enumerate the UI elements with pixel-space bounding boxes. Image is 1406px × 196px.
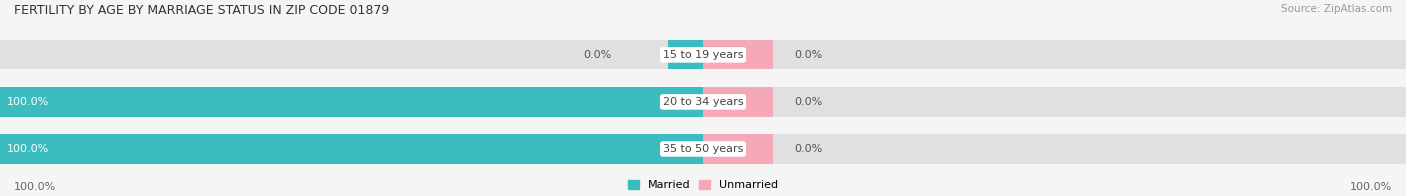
Legend: Married, Unmarried: Married, Unmarried (627, 180, 779, 191)
Bar (703, 40, 773, 69)
Text: 15 to 19 years: 15 to 19 years (662, 50, 744, 60)
Text: 100.0%: 100.0% (14, 182, 56, 192)
Text: 100.0%: 100.0% (7, 97, 49, 107)
Bar (703, 87, 773, 116)
Text: 0.0%: 0.0% (794, 50, 823, 60)
Bar (0, 134, 1406, 163)
Text: 100.0%: 100.0% (1350, 182, 1392, 192)
Text: FERTILITY BY AGE BY MARRIAGE STATUS IN ZIP CODE 01879: FERTILITY BY AGE BY MARRIAGE STATUS IN Z… (14, 4, 389, 17)
Text: 0.0%: 0.0% (583, 50, 612, 60)
Text: Source: ZipAtlas.com: Source: ZipAtlas.com (1281, 4, 1392, 14)
Bar (0, 40, 1406, 69)
Text: 0.0%: 0.0% (794, 144, 823, 154)
Text: 20 to 34 years: 20 to 34 years (662, 97, 744, 107)
Bar (0, 134, 703, 163)
Bar (0, 87, 703, 116)
Bar (703, 134, 773, 163)
Text: 100.0%: 100.0% (7, 144, 49, 154)
Bar (668, 40, 703, 69)
Text: 35 to 50 years: 35 to 50 years (662, 144, 744, 154)
Text: 0.0%: 0.0% (794, 97, 823, 107)
Bar (0, 87, 1406, 116)
